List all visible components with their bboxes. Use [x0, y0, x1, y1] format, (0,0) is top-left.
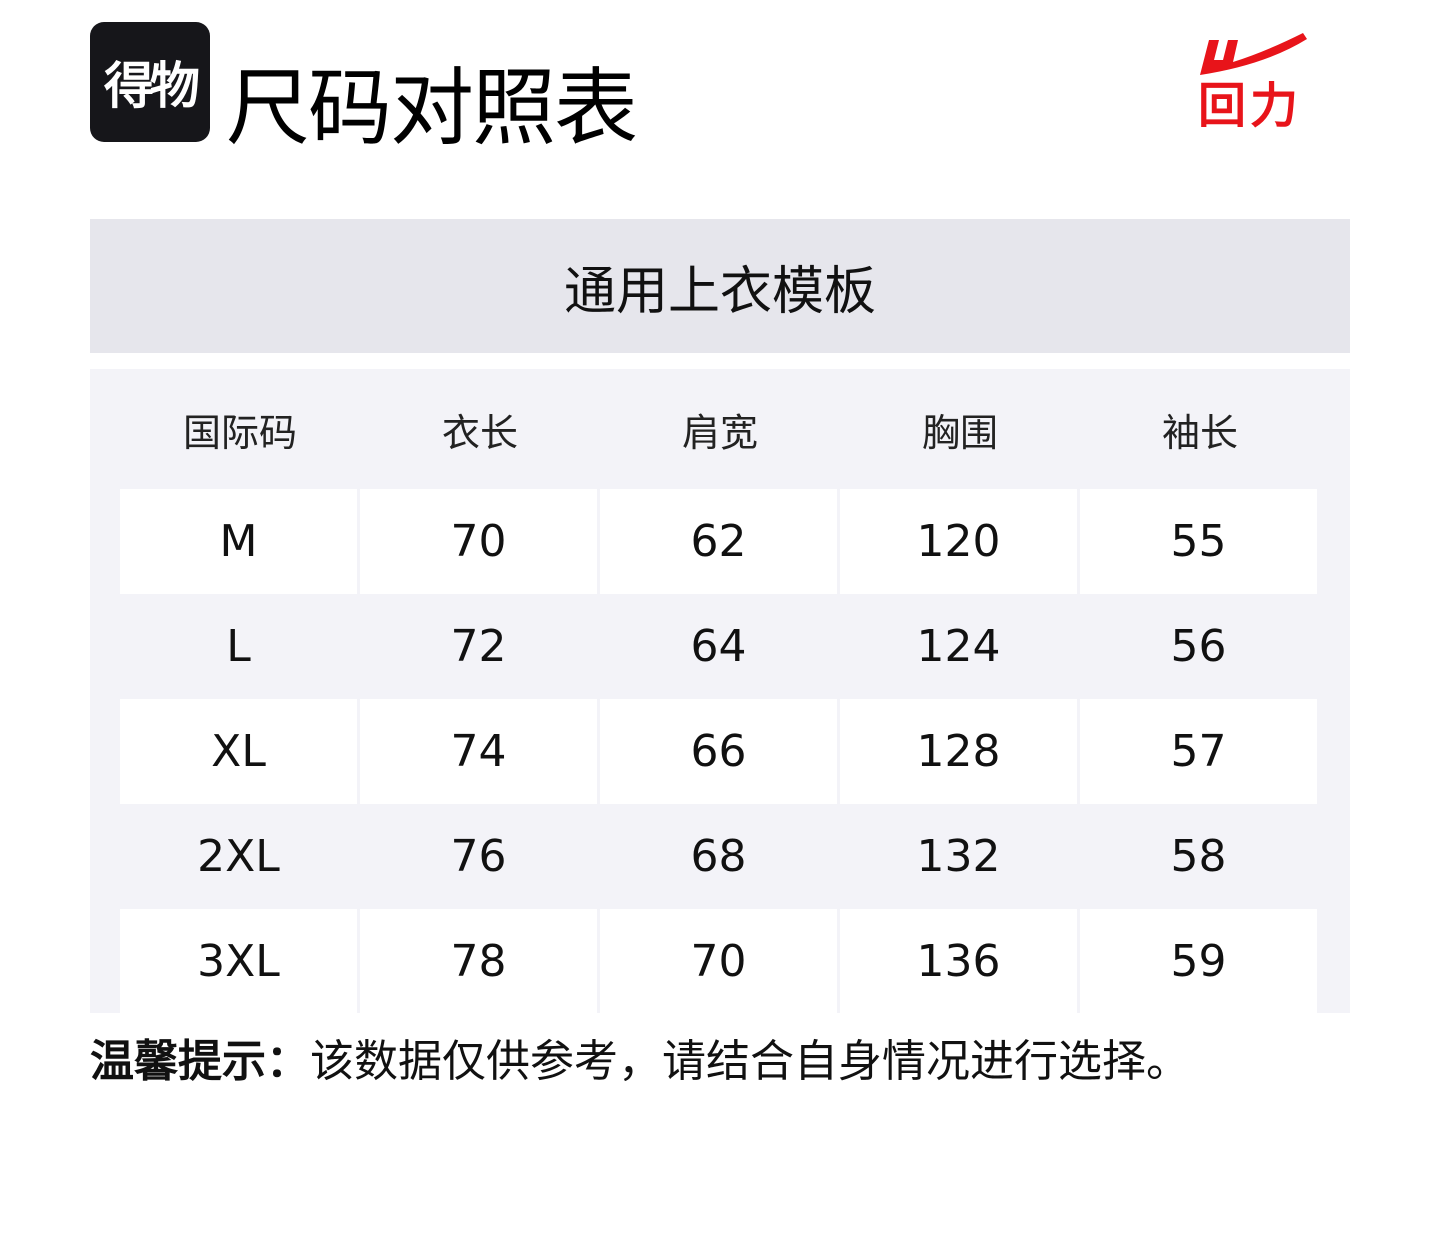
table-cell: XL	[120, 699, 357, 804]
column-header: 肩宽	[681, 410, 758, 455]
table-row: 2XL 76 68 132 58	[120, 804, 1320, 909]
table-cell: L	[226, 621, 251, 672]
table-cell: 72	[450, 621, 507, 672]
table-cell: 120	[840, 489, 1077, 594]
table-cell: 70	[360, 489, 597, 594]
table-cell: 2XL	[197, 831, 280, 882]
table-cell: M	[120, 489, 357, 594]
table-cell: 136	[840, 909, 1077, 1014]
column-header: 衣长	[441, 410, 518, 455]
table-cell: 68	[690, 831, 747, 882]
app-logo: 得物	[90, 22, 210, 142]
brand-logo-text: 回力	[1198, 78, 1303, 134]
table-cell: 132	[916, 831, 1001, 882]
table-cell: 66	[600, 699, 837, 804]
table-cell: 55	[1080, 489, 1317, 594]
table-cell: 57	[1080, 699, 1317, 804]
tip-text: 该数据仅供参考，请结合自身情况进行选择。	[310, 1036, 1190, 1087]
table-cell: 128	[840, 699, 1077, 804]
table-cell: 78	[360, 909, 597, 1014]
column-header: 胸围	[921, 410, 998, 455]
column-header: 袖长	[1161, 410, 1238, 455]
table-row: L 72 64 124 56	[120, 594, 1320, 699]
page-title: 尺码对照表	[226, 59, 638, 157]
tip-note: 温馨提示：该数据仅供参考，请结合自身情况进行选择。	[90, 1032, 1190, 1092]
table-cell: 62	[600, 489, 837, 594]
table-row: M 70 62 120 55	[120, 489, 1320, 594]
table-cell: 3XL	[120, 909, 357, 1014]
table-cell: 76	[450, 831, 507, 882]
table-row: 3XL 78 70 136 59	[120, 909, 1320, 1014]
table-cell: 70	[600, 909, 837, 1014]
brand-logo-swoosh-icon	[1200, 33, 1307, 75]
table-cell: 59	[1080, 909, 1317, 1014]
table-cell: 124	[916, 621, 1001, 672]
column-header: 国际码	[182, 410, 297, 455]
table-cell: 56	[1170, 621, 1227, 672]
table-row: XL 74 66 128 57	[120, 699, 1320, 804]
table-cell: 74	[360, 699, 597, 804]
table-cell: 58	[1170, 831, 1227, 882]
tip-label: 温馨提示：	[90, 1036, 310, 1087]
table-cell: 64	[690, 621, 747, 672]
template-title: 通用上衣模板	[90, 219, 1350, 353]
size-table: 国际码 衣长 肩宽 胸围 袖长 M 70 62 120 55 L 72 64 124 56 XL 74…	[90, 369, 1350, 1014]
